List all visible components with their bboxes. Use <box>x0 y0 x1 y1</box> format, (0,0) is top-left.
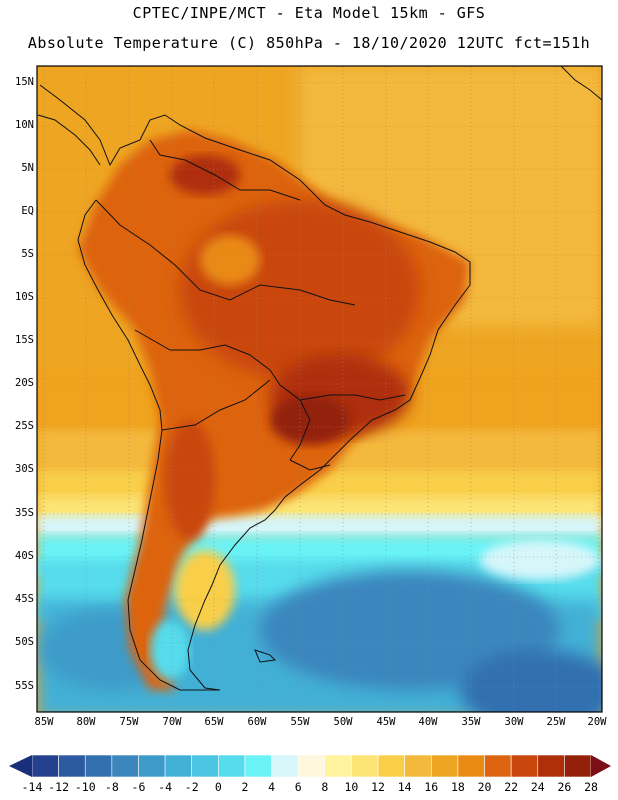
colorbar-tick-label: 2 <box>241 780 249 794</box>
lat-label: 55S <box>15 680 34 692</box>
coastlines <box>37 66 602 691</box>
lon-label: 75W <box>119 716 139 728</box>
colorbar-tick-label: -8 <box>104 780 119 794</box>
temperature-field <box>37 66 602 712</box>
colorbar-tick-label: -6 <box>131 780 146 794</box>
colorbar-tick-label: 16 <box>424 780 439 794</box>
colorbar-tick-label: -12 <box>48 780 69 794</box>
lat-label: 10N <box>15 119 34 131</box>
colorbar-tick-label: 28 <box>584 780 598 794</box>
lon-label: 50W <box>333 716 353 728</box>
colorbar-tick-label: 6 <box>294 780 302 794</box>
map-frame <box>36 65 603 713</box>
lon-label: 60W <box>247 716 267 728</box>
lon-label: 25W <box>546 716 566 728</box>
lon-label: 40W <box>418 716 438 728</box>
lon-label: 30W <box>504 716 524 728</box>
colorbar-cell <box>244 754 272 778</box>
colorbar-cell <box>484 754 512 778</box>
lat-label: 20S <box>15 377 34 389</box>
colorbar-cell <box>457 754 485 778</box>
colorbar-tick-label: -4 <box>158 780 173 794</box>
colorbar-cell <box>164 754 193 778</box>
lon-label: 20W <box>587 716 607 728</box>
lon-label: 85W <box>34 716 54 728</box>
lat-label: 15N <box>15 76 34 88</box>
lon-label: 35W <box>461 716 481 728</box>
lon-label: 55W <box>290 716 310 728</box>
colorbar-cell <box>404 754 432 778</box>
lat-label: 25S <box>15 420 34 432</box>
colorbar-tick-label: 18 <box>450 780 465 794</box>
colorbar-cell <box>271 754 299 778</box>
lat-label: 10S <box>15 291 34 303</box>
colorbar-tick-label: 14 <box>397 780 412 794</box>
colorbar-cell <box>84 754 113 778</box>
colorbar-cell <box>430 754 459 778</box>
lat-label: 35S <box>15 507 34 519</box>
colorbar-low-triangle <box>9 755 32 777</box>
colorbar-cell <box>510 754 539 778</box>
colorbar-cell <box>111 754 139 778</box>
colorbar-tick-label: 12 <box>371 780 385 794</box>
colorbar-tick-label: 10 <box>344 780 359 794</box>
colorbar-cell <box>377 754 405 778</box>
colorbar-tick-label: 4 <box>268 780 276 794</box>
lat-label: 45S <box>15 593 34 605</box>
colorbar-cell <box>297 754 326 778</box>
colorbar-tick-label: -14 <box>21 780 43 794</box>
colorbar-cell <box>31 754 59 778</box>
colorbar-tick-label: 8 <box>321 780 329 794</box>
colorbar-tick-label: 20 <box>477 780 492 794</box>
lon-label: 80W <box>76 716 96 728</box>
colorbar-cell <box>564 754 592 778</box>
chart-title-line2: Absolute Temperature (C) 850hPa - 18/10/… <box>27 34 591 52</box>
lat-label: 5N <box>21 162 34 174</box>
colorbar-cell <box>138 754 166 778</box>
lat-label: EQ <box>21 205 34 217</box>
lat-label: 30S <box>15 463 34 475</box>
colorbar-tick-label: 0 <box>214 780 222 794</box>
colorbar-cell <box>191 754 219 778</box>
lon-label: 45W <box>376 716 396 728</box>
colorbar-tick-label: -10 <box>74 780 96 794</box>
lat-label: 40S <box>15 550 34 562</box>
colorbar-cell <box>324 754 352 778</box>
colorbar-cell <box>537 754 565 778</box>
colorbar-high-triangle <box>591 755 611 777</box>
lat-label: 15S <box>15 334 34 346</box>
lat-label: 5S <box>21 248 34 260</box>
colorbar-tick-label: 24 <box>530 780 545 794</box>
colorbar-cell <box>58 754 86 778</box>
lon-label: 65W <box>204 716 224 728</box>
colorbar-cell <box>351 754 379 778</box>
colorbar-tick-label: 22 <box>504 780 519 794</box>
colorbar <box>9 754 611 778</box>
lon-label: 70W <box>162 716 182 728</box>
lat-label: 50S <box>15 636 34 648</box>
colorbar-cell <box>218 754 246 778</box>
colorbar-tick-label: 26 <box>557 780 572 794</box>
chart-title-line1: CPTEC/INPE/MCT - Eta Model 15km - GFS <box>132 4 486 22</box>
colorbar-tick-label: -2 <box>184 780 199 794</box>
